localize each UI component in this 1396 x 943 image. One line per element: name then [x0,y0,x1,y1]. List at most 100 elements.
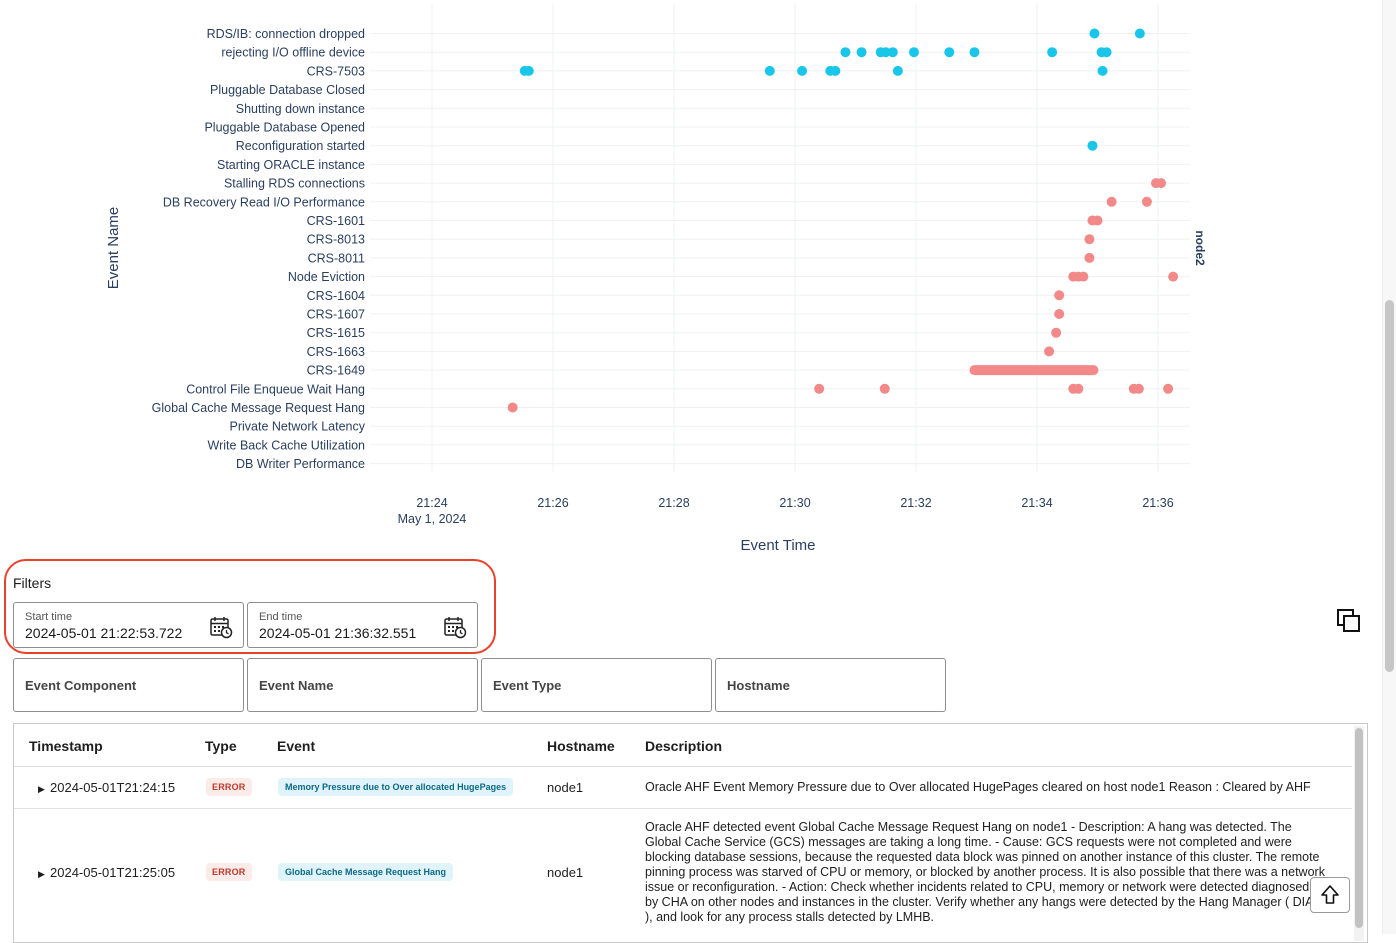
event-type-filter[interactable]: Event Type [481,658,712,712]
event-point[interactable] [1054,309,1065,319]
y-tick-label: RDS/IB: connection dropped [207,27,365,41]
y-tick-label: CRS-8011 [308,251,365,265]
y-tick-label: CRS-1663 [307,345,365,359]
event-point[interactable] [1163,383,1174,394]
x-tick-label: 21:24 [416,496,447,510]
events-table: Timestamp Type Event Hostname Descriptio… [13,723,1368,943]
y-tick-label: Stalling RDS connections [224,177,365,191]
event-point[interactable] [814,383,825,394]
event-point[interactable] [887,47,898,58]
hostname-filter[interactable]: Hostname [715,658,946,712]
event-point[interactable] [1092,215,1103,226]
page-scrollbar[interactable] [1382,0,1396,934]
column-header-event[interactable]: Event [277,738,316,754]
x-tick-label: 21:28 [658,496,689,510]
type-badge: ERROR [206,778,252,796]
column-header-description[interactable]: Description [645,738,723,754]
caret-right-icon[interactable]: ▶ [38,784,45,794]
event-point[interactable] [1133,383,1144,394]
end-time-field[interactable]: End time 2024-05-01 21:36:32.551 [247,602,478,648]
scroll-to-top-button[interactable] [1310,877,1350,913]
row-hostname: node1 [547,865,584,880]
event-point[interactable] [1087,140,1098,151]
start-time-value[interactable]: 2024-05-01 21:22:53.722 [25,625,183,641]
y-tick-label: Control File Enqueue Wait Hang [186,382,365,396]
y-tick-label: Starting ORACLE instance [217,158,365,172]
event-badge: Global Cache Message Request Hang [278,863,454,881]
y-tick-label: Global Cache Message Request Hang [152,401,365,415]
y-tick-label: CRS-1601 [307,214,365,228]
column-header-type[interactable]: Type [205,738,237,754]
time-filter-highlight [4,559,496,654]
caret-right-icon[interactable]: ▶ [38,869,45,879]
event-point[interactable] [1073,383,1084,394]
start-time-label: Start time [25,611,73,623]
event-component-filter[interactable]: Event Component [13,658,244,712]
event-point[interactable] [1106,196,1117,207]
copy-icon[interactable] [1336,608,1362,634]
table-scrollbar[interactable] [1354,726,1364,941]
calendar-clock-icon[interactable] [209,615,233,639]
event-point[interactable] [944,47,955,58]
row-divider [14,808,1352,809]
event-point[interactable] [1054,290,1065,301]
y-tick-label: Pluggable Database Opened [204,121,365,135]
row-timestamp: 2024-05-01T21:25:05 [50,865,176,880]
event-point[interactable] [1089,28,1100,39]
y-tick-label: Private Network Latency [230,420,366,434]
x-axis-title: Event Time [740,537,815,554]
event-name-filter-label: Event Name [259,678,334,693]
x-tick-label: 21:34 [1021,496,1052,510]
row-description: Oracle AHF Event Memory Pressure due to … [645,780,1311,794]
event-point[interactable] [1047,47,1058,58]
event-point[interactable] [1141,196,1152,207]
x-axis-tick-labels: 21:24 21:26 21:28 21:30 21:32 21:34 21:36 May 1… [398,496,1174,526]
x-tick-label: 21:36 [1142,496,1173,510]
event-point[interactable] [523,65,534,76]
event-point[interactable] [908,47,919,58]
start-time-field[interactable]: Start time 2024-05-01 21:22:53.722 [13,602,244,648]
event-point[interactable] [1044,346,1055,357]
event-point[interactable] [1051,327,1062,338]
event-point[interactable] [969,47,980,58]
y-tick-label: Write Back Cache Utilization [208,438,366,452]
event-point[interactable] [797,65,808,76]
event-point[interactable] [1084,252,1095,263]
event-point[interactable] [507,402,518,413]
event-point[interactable] [892,65,903,76]
event-point[interactable] [1156,178,1167,189]
event-type-filter-label: Event Type [493,678,562,693]
event-name-filter[interactable]: Event Name [247,658,478,712]
event-point[interactable] [880,47,891,58]
table-scrollbar-thumb[interactable] [1355,728,1363,928]
event-point[interactable] [840,47,851,58]
y-tick-label: CRS-8013 [307,233,365,247]
row-hostname: node1 [547,780,584,795]
y-tick-label: CRS-1649 [307,364,365,378]
event-point[interactable] [856,47,867,58]
y-tick-label: DB Writer Performance [236,457,365,471]
event-point[interactable] [1084,234,1095,245]
y-axis-tick-labels: RDS/IB: connection dropped rejecting I/O … [152,27,366,471]
event-point[interactable] [1078,271,1089,282]
calendar-clock-icon[interactable] [443,615,467,639]
end-time-value[interactable]: 2024-05-01 21:36:32.551 [259,625,417,641]
event-point[interactable] [879,383,890,394]
event-point[interactable] [1134,28,1145,39]
event-point[interactable] [830,65,841,76]
x-tick-label: 21:32 [900,496,931,510]
page-scrollbar-thumb[interactable] [1385,300,1394,672]
y-tick-label: CRS-1615 [307,326,365,340]
event-point[interactable] [1097,65,1108,76]
chart-marks[interactable] [507,28,1179,413]
event-point[interactable] [764,65,775,76]
event-point[interactable] [1101,47,1112,58]
row-description: Oracle AHF detected event Global Cache M… [645,820,1325,924]
column-header-timestamp[interactable]: Timestamp [29,738,103,754]
y-tick-label: Reconfiguration started [236,139,365,153]
event-point[interactable] [1168,271,1179,282]
event-component-filter-label: Event Component [25,678,137,693]
column-header-hostname[interactable]: Hostname [547,738,615,754]
y-axis-title: Event Name [105,207,122,290]
y-tick-label: CRS-1604 [307,289,365,303]
